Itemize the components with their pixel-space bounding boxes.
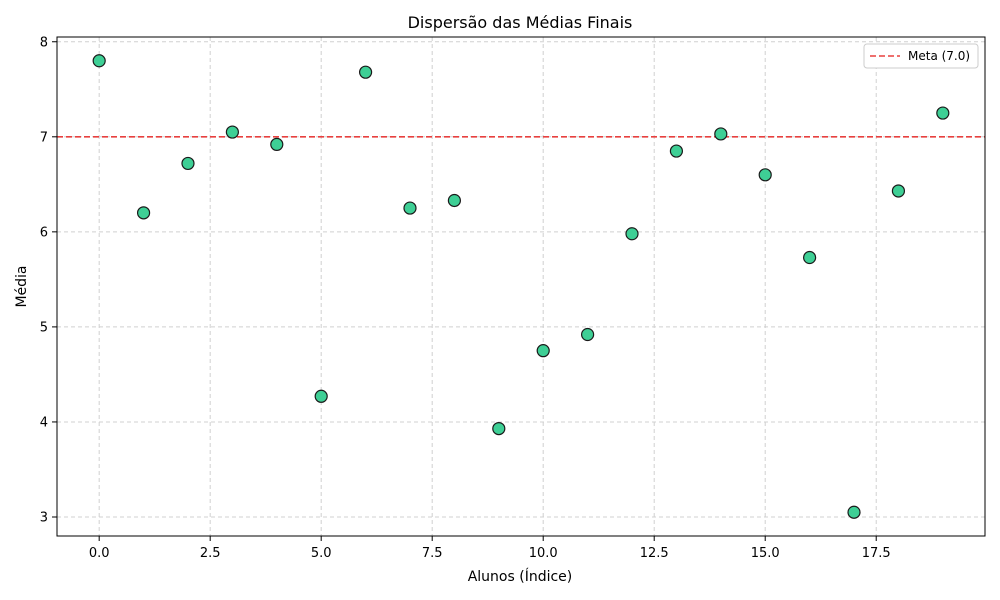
data-point xyxy=(358,65,373,79)
y-tick-label: 4 xyxy=(40,415,48,430)
y-axis-ticks: 3 4 5 6 7 8 xyxy=(40,35,57,525)
legend-box xyxy=(863,43,979,69)
x-tick-label: 7.5 xyxy=(422,546,443,561)
chart-title: Dispersão das Médias Finais xyxy=(408,13,633,32)
x-tick-label: 10.0 xyxy=(529,546,558,561)
x-tick-label: 0.0 xyxy=(89,546,110,561)
data-point xyxy=(314,389,328,403)
legend: Meta (7.0) xyxy=(863,43,979,69)
data-point xyxy=(847,505,861,519)
x-tick-label: 15.0 xyxy=(751,546,780,561)
data-point xyxy=(625,227,639,241)
data-point xyxy=(447,193,461,208)
y-tick-label: 7 xyxy=(40,130,48,145)
data-point xyxy=(714,127,728,141)
data-point xyxy=(181,156,195,171)
x-tick-label: 5.0 xyxy=(311,546,332,561)
legend-entry-label: Meta (7.0) xyxy=(908,49,970,63)
data-point xyxy=(225,125,239,139)
data-point xyxy=(536,344,550,358)
data-points xyxy=(92,54,950,519)
data-point xyxy=(891,184,906,198)
data-point xyxy=(136,206,151,220)
x-tick-label: 17.5 xyxy=(862,546,891,561)
data-point xyxy=(403,201,417,215)
data-point xyxy=(803,250,817,265)
y-tick-label: 5 xyxy=(40,320,48,335)
x-axis-ticks: 0.0 2.5 5.0 7.5 10.0 12.5 15.0 17.5 xyxy=(89,536,891,561)
data-point xyxy=(669,144,684,158)
data-point xyxy=(492,421,506,436)
data-point xyxy=(581,327,595,342)
x-tick-label: 12.5 xyxy=(640,546,669,561)
data-point xyxy=(936,106,950,120)
data-point xyxy=(758,168,772,182)
y-axis-label: Média xyxy=(14,265,30,307)
y-tick-label: 3 xyxy=(40,510,48,525)
x-tick-label: 2.5 xyxy=(200,546,221,561)
data-point xyxy=(92,54,106,68)
data-point xyxy=(270,137,284,152)
y-tick-label: 6 xyxy=(40,225,48,240)
y-tick-label: 8 xyxy=(40,35,48,50)
plot-frame xyxy=(56,36,986,537)
x-axis-label: Alunos (Índice) xyxy=(468,568,573,585)
